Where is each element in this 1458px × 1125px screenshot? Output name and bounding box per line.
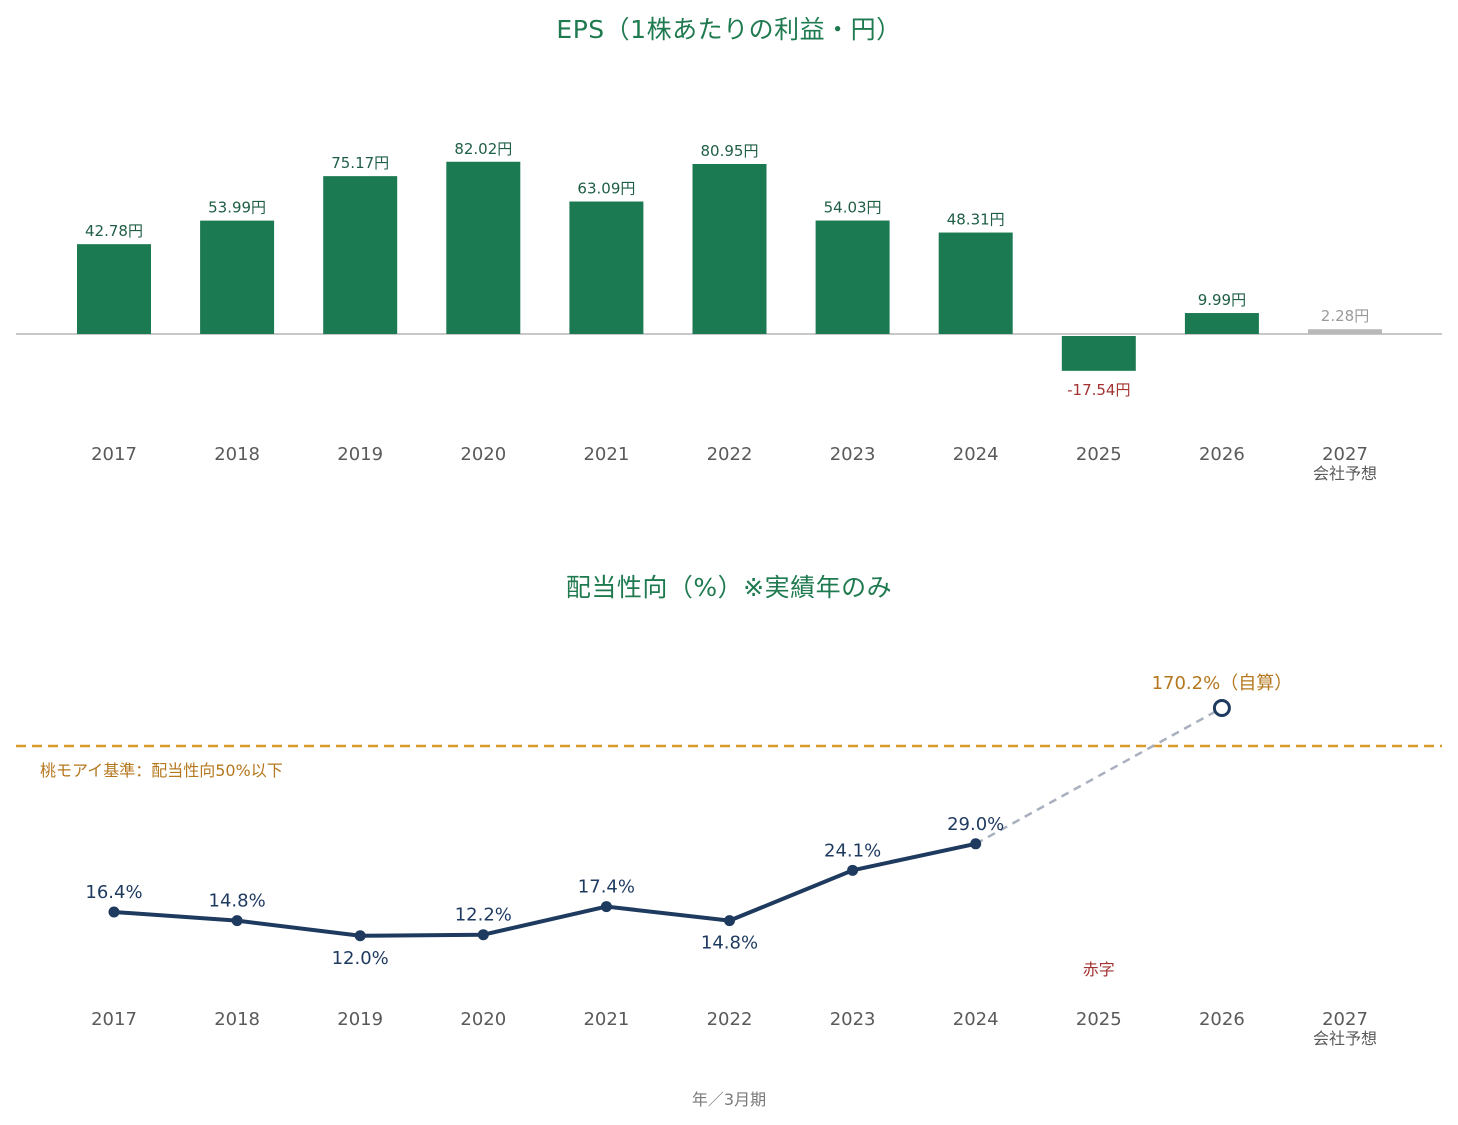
eps-x-tick-label: 2021 xyxy=(583,444,629,465)
eps-x-tick-label: 2026 xyxy=(1199,444,1245,465)
payout-deficit-annotation: 赤字 xyxy=(1083,960,1115,979)
payout-x-tick-label: 2019 xyxy=(337,1009,383,1030)
payout-data-point xyxy=(354,930,366,942)
eps-x-tick-sublabel: 会社予想 xyxy=(1313,464,1377,483)
eps-bar xyxy=(692,164,767,334)
payout-chart-title: 配当性向（%）※実績年のみ xyxy=(565,573,893,602)
payout-outlier-point xyxy=(1212,699,1231,717)
payout-data-point xyxy=(600,901,612,913)
eps-bar xyxy=(938,232,1013,334)
payout-x-tick-label: 2018 xyxy=(214,1009,260,1030)
eps-x-tick-label: 2022 xyxy=(707,444,753,465)
eps-bar xyxy=(569,201,644,334)
x-axis-footnote: 年／3月期 xyxy=(691,1090,767,1109)
eps-x-tick-label: 2023 xyxy=(830,444,876,465)
eps-x-tick-label: 2019 xyxy=(337,444,383,465)
payout-value-label: 14.8% xyxy=(209,891,266,912)
payout-x-tick-label: 2027 xyxy=(1322,1009,1368,1030)
eps-value-label: 54.03円 xyxy=(824,199,882,217)
eps-chart-title: EPS（1株あたりの利益・円） xyxy=(556,15,902,44)
eps-value-label: -17.54円 xyxy=(1067,381,1130,399)
payout-data-point xyxy=(477,929,489,941)
eps-bar xyxy=(815,220,890,334)
payout-projection-line xyxy=(975,706,1223,845)
payout-x-tick-label: 2020 xyxy=(460,1009,506,1030)
payout-value-label: 12.2% xyxy=(455,905,512,926)
eps-value-label: 2.28円 xyxy=(1321,307,1369,325)
eps-bar xyxy=(1184,313,1259,334)
eps-x-tick-label: 2024 xyxy=(953,444,999,465)
eps-bar xyxy=(446,161,521,334)
payout-value-label: 17.4% xyxy=(578,877,635,898)
eps-x-tick-label: 2027 xyxy=(1322,444,1368,465)
eps-bar xyxy=(1308,329,1382,334)
eps-value-label: 80.95円 xyxy=(701,142,759,160)
payout-line-chart: 桃モアイ基準：配当性向50%以下 170.2%（自算） 16.4% 14.8% 12.0… xyxy=(16,673,1442,1048)
eps-value-label: 42.78円 xyxy=(85,222,143,240)
eps-x-tick-label: 2025 xyxy=(1076,444,1122,465)
eps-value-label: 9.99円 xyxy=(1198,291,1246,309)
payout-value-label: 24.1% xyxy=(824,840,881,861)
payout-data-point xyxy=(847,864,859,876)
payout-x-tick-label: 2025 xyxy=(1076,1009,1122,1030)
eps-value-label: 48.31円 xyxy=(947,211,1005,229)
eps-value-label: 63.09円 xyxy=(577,180,635,198)
payout-outlier-label: 170.2%（自算） xyxy=(1152,673,1293,694)
eps-bar xyxy=(200,220,275,334)
payout-threshold-label: 桃モアイ基準：配当性向50%以下 xyxy=(40,761,283,780)
payout-x-tick-label: 2026 xyxy=(1199,1009,1245,1030)
payout-value-label: 16.4% xyxy=(85,882,142,903)
payout-data-point xyxy=(724,915,735,927)
eps-x-tick-label: 2017 xyxy=(91,444,137,465)
eps-bar xyxy=(77,244,151,334)
payout-x-tick-label: 2017 xyxy=(91,1009,137,1030)
payout-x-tick-label: 2023 xyxy=(830,1009,876,1030)
eps-bar-chart: 42.78円 2017 53.99円 2018 75.17円 2019 82.02円 2020… xyxy=(16,140,1442,483)
payout-data-point xyxy=(108,906,120,918)
eps-x-tick-label: 2020 xyxy=(460,444,506,465)
payout-data-point xyxy=(231,915,243,927)
eps-value-label: 82.02円 xyxy=(454,140,512,158)
payout-value-label: 14.8% xyxy=(701,933,758,954)
payout-data-point xyxy=(970,838,982,850)
eps-bar xyxy=(1061,336,1136,371)
eps-value-label: 53.99円 xyxy=(208,199,266,217)
payout-x-tick-label: 2022 xyxy=(707,1009,753,1030)
eps-bar xyxy=(323,176,398,334)
payout-value-label: 12.0% xyxy=(332,948,389,969)
payout-series-line xyxy=(113,841,977,938)
eps-value-label: 75.17円 xyxy=(331,154,389,172)
eps-x-tick-label: 2018 xyxy=(214,444,260,465)
payout-x-tick-label: 2024 xyxy=(953,1009,999,1030)
payout-x-tick-sublabel: 会社予想 xyxy=(1313,1029,1377,1048)
payout-x-tick-label: 2021 xyxy=(583,1009,629,1030)
payout-value-label: 29.0% xyxy=(947,814,1004,835)
